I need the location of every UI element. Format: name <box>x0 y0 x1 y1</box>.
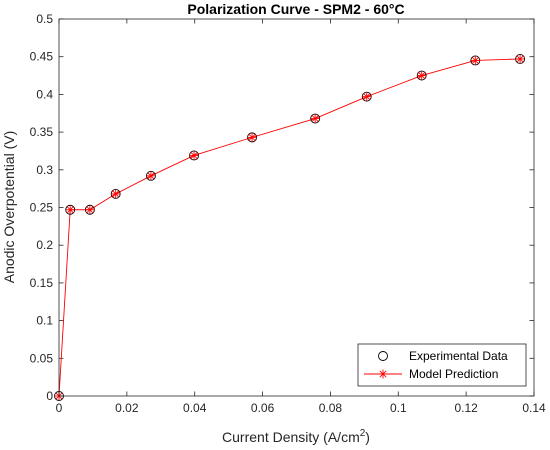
x-axis-label-superscript: 2 <box>360 428 366 439</box>
x-axis-label-tail: ) <box>365 429 370 445</box>
model-point <box>146 171 156 181</box>
y-tick-label: 0 <box>46 389 53 403</box>
y-tick-label: 0.4 <box>36 87 53 101</box>
model-point <box>247 132 257 142</box>
axes-box <box>58 18 535 397</box>
series-layer <box>54 54 526 401</box>
x-axis-label: Current Density (A/cm2) <box>222 428 370 445</box>
x-tick-label: 0.04 <box>183 401 207 415</box>
model-point <box>310 114 320 124</box>
x-tick-label: 0 <box>56 401 63 415</box>
model-point <box>111 189 121 199</box>
y-axis-label: Anodic Overpotential (V) <box>1 131 17 284</box>
plot-area <box>59 19 534 396</box>
legend-marker-circle <box>378 351 388 361</box>
model-point <box>189 150 199 160</box>
chart-title: Polarization Curve - SPM2 - 60°C <box>187 1 404 17</box>
x-tick-label: 0.06 <box>251 401 275 415</box>
y-tick-label: 0.45 <box>30 50 54 64</box>
x-tick-label: 0.08 <box>319 401 343 415</box>
legend-label-experimental: Experimental Data <box>409 349 508 363</box>
x-tick-label: 0.14 <box>522 401 546 415</box>
x-tick-label: 0.12 <box>454 401 478 415</box>
model-point <box>362 92 372 102</box>
ticks-layer: 0 0.02 0.04 0.06 0.08 0.1 0.12 0.14 0 0.05 0.1 0.15… <box>30 12 546 415</box>
legend: Experimental Data Model Prediction <box>357 343 527 387</box>
y-tick-label: 0.3 <box>36 163 53 177</box>
y-tick-label: 0.05 <box>30 351 54 365</box>
x-axis-label-main: Current Density (A/cm <box>222 429 360 445</box>
y-tick-label: 0.2 <box>36 238 53 252</box>
y-tick-label: 0.15 <box>30 276 54 290</box>
y-tick-label: 0.1 <box>36 314 53 328</box>
legend-marker-asterisk <box>378 369 388 379</box>
model-point <box>85 205 95 215</box>
x-tick-label: 0.1 <box>390 401 407 415</box>
y-tick-label: 0.35 <box>30 125 54 139</box>
y-tick-label: 0.5 <box>36 12 53 26</box>
model-point <box>417 71 427 81</box>
y-tick-label: 0.25 <box>30 201 54 215</box>
model-point <box>515 54 525 64</box>
x-tick-label: 0.02 <box>115 401 139 415</box>
model-point <box>470 55 480 65</box>
model-point <box>65 205 75 215</box>
legend-box <box>357 343 527 387</box>
legend-label-model: Model Prediction <box>409 367 498 381</box>
